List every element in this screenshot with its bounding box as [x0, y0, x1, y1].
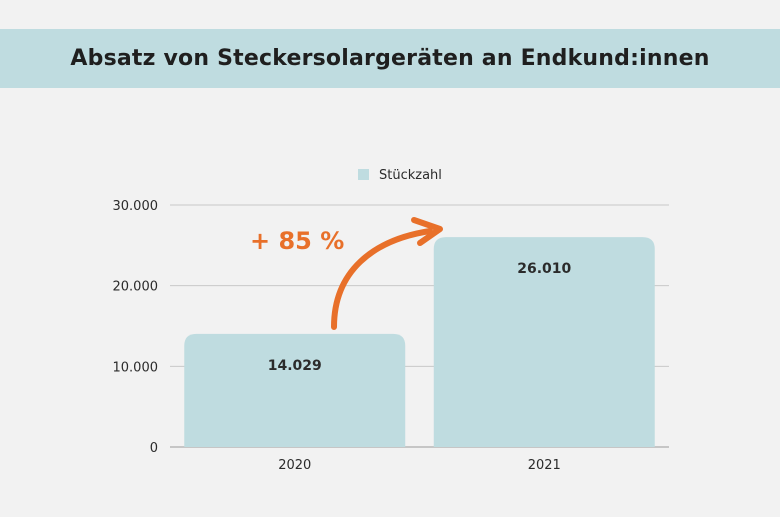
- title-band: Absatz von Steckersolargeräten an Endkun…: [0, 29, 780, 88]
- growth-percentage-label: + 85 %: [250, 227, 344, 255]
- y-tick-label: 30.000: [113, 199, 159, 214]
- legend: Stückzahl: [358, 168, 442, 183]
- x-tick-label: 2020: [278, 458, 311, 473]
- growth-annotation: + 85 %: [250, 217, 443, 330]
- legend-label: Stückzahl: [379, 168, 442, 183]
- y-tick-label: 0: [150, 441, 158, 456]
- y-axis-ticks: 0 10.000 20.000 30.000: [113, 199, 159, 456]
- x-axis-labels: 2020 2021: [278, 458, 561, 473]
- arrow-head-icon: [411, 217, 443, 246]
- bars: [184, 237, 655, 447]
- y-tick-label: 20.000: [113, 280, 159, 295]
- data-labels: 14.029 26.010: [268, 261, 572, 374]
- data-label: 14.029: [268, 358, 322, 374]
- y-tick-label: 10.000: [113, 360, 159, 375]
- bar: [433, 237, 655, 447]
- legend-swatch: [358, 169, 369, 180]
- chart-title: Absatz von Steckersolargeräten an Endkun…: [70, 46, 710, 71]
- x-tick-label: 2021: [528, 458, 561, 473]
- data-label: 26.010: [517, 261, 571, 277]
- growth-arrow-icon: [331, 228, 433, 330]
- bar: [184, 333, 406, 447]
